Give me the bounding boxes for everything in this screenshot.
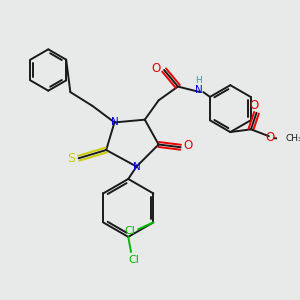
Text: Cl: Cl: [124, 226, 135, 236]
Text: N: N: [111, 117, 118, 128]
Text: O: O: [184, 140, 193, 152]
Text: O: O: [249, 98, 258, 112]
Text: H: H: [195, 76, 202, 85]
Text: O: O: [152, 62, 161, 75]
Text: N: N: [195, 85, 203, 95]
Text: CH₃: CH₃: [285, 134, 300, 143]
Text: N: N: [133, 161, 140, 172]
Text: S: S: [67, 152, 75, 165]
Text: Cl: Cl: [128, 255, 139, 265]
Text: O: O: [266, 131, 275, 144]
